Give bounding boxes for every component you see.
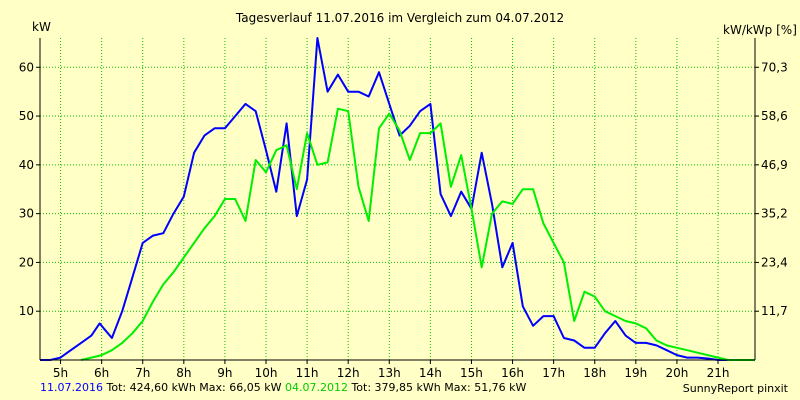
x-tick-label: 14h [419, 366, 442, 380]
plot-area [40, 38, 755, 360]
x-tick-label: 16h [501, 366, 524, 380]
series1-stats: Tot: 424,60 kWh Max: 66,05 kW [106, 381, 282, 394]
y-tick-label-right: 46,9 [761, 158, 788, 172]
y-tick-label-left: 10 [19, 304, 34, 318]
tick-labels: 5h 6h 7h 8h 9h 10h 11h 12h 13h 14h 15h 16h 17h 18h 19h… [19, 60, 788, 380]
x-tick-label: 6h [94, 366, 109, 380]
x-tick-label: 13h [378, 366, 401, 380]
series1-date: 11.07.2016 [40, 381, 103, 394]
y-axis-label-left: kW [32, 20, 51, 34]
x-tick-label: 12h [337, 366, 360, 380]
footer-stats: 11.07.2016 Tot: 424,60 kWh Max: 66,05 kW… [40, 381, 526, 394]
y-tick-label-left: 50 [19, 109, 34, 123]
y-tick-label-right: 35,2 [761, 207, 788, 221]
y-tick-label-right: 58,6 [761, 109, 788, 123]
x-tick-label: 17h [542, 366, 565, 380]
y-tick-label-left: 20 [19, 255, 34, 269]
y-tick-label-right: 23,4 [761, 255, 788, 269]
y-axis-label-right: kW/kWp [%] [723, 23, 797, 37]
series2-date: 04.07.2012 [284, 381, 348, 394]
x-tick-label: 10h [255, 366, 278, 380]
x-tick-label: 7h [135, 366, 150, 380]
series-lines [40, 37, 755, 361]
chart-title: Tagesverlauf 11.07.2016 im Vergleich zum… [235, 11, 564, 25]
y-tick-label-left: 40 [19, 158, 34, 172]
series2-stats: Tot: 379,85 kWh Max: 51,76 kW [351, 381, 527, 394]
x-tick-label: 9h [217, 366, 232, 380]
x-tick-label: 8h [176, 366, 191, 380]
x-tick-label: 20h [665, 366, 688, 380]
x-tick-label: 18h [583, 366, 606, 380]
series-line-1 [40, 37, 755, 361]
x-tick-label: 15h [460, 366, 483, 380]
x-tick-label: 21h [707, 366, 730, 380]
grid [36, 38, 759, 364]
y-tick-label-right: 11,7 [761, 304, 788, 318]
x-tick-label: 5h [53, 366, 68, 380]
x-tick-label: 19h [624, 366, 647, 380]
y-tick-label-left: 60 [19, 60, 34, 74]
y-tick-label-right: 70,3 [761, 60, 788, 74]
x-tick-label: 11h [296, 366, 319, 380]
credit-text: SunnyReport pinxit [682, 382, 788, 395]
y-tick-label-left: 30 [19, 207, 34, 221]
series-line-2 [80, 107, 755, 361]
